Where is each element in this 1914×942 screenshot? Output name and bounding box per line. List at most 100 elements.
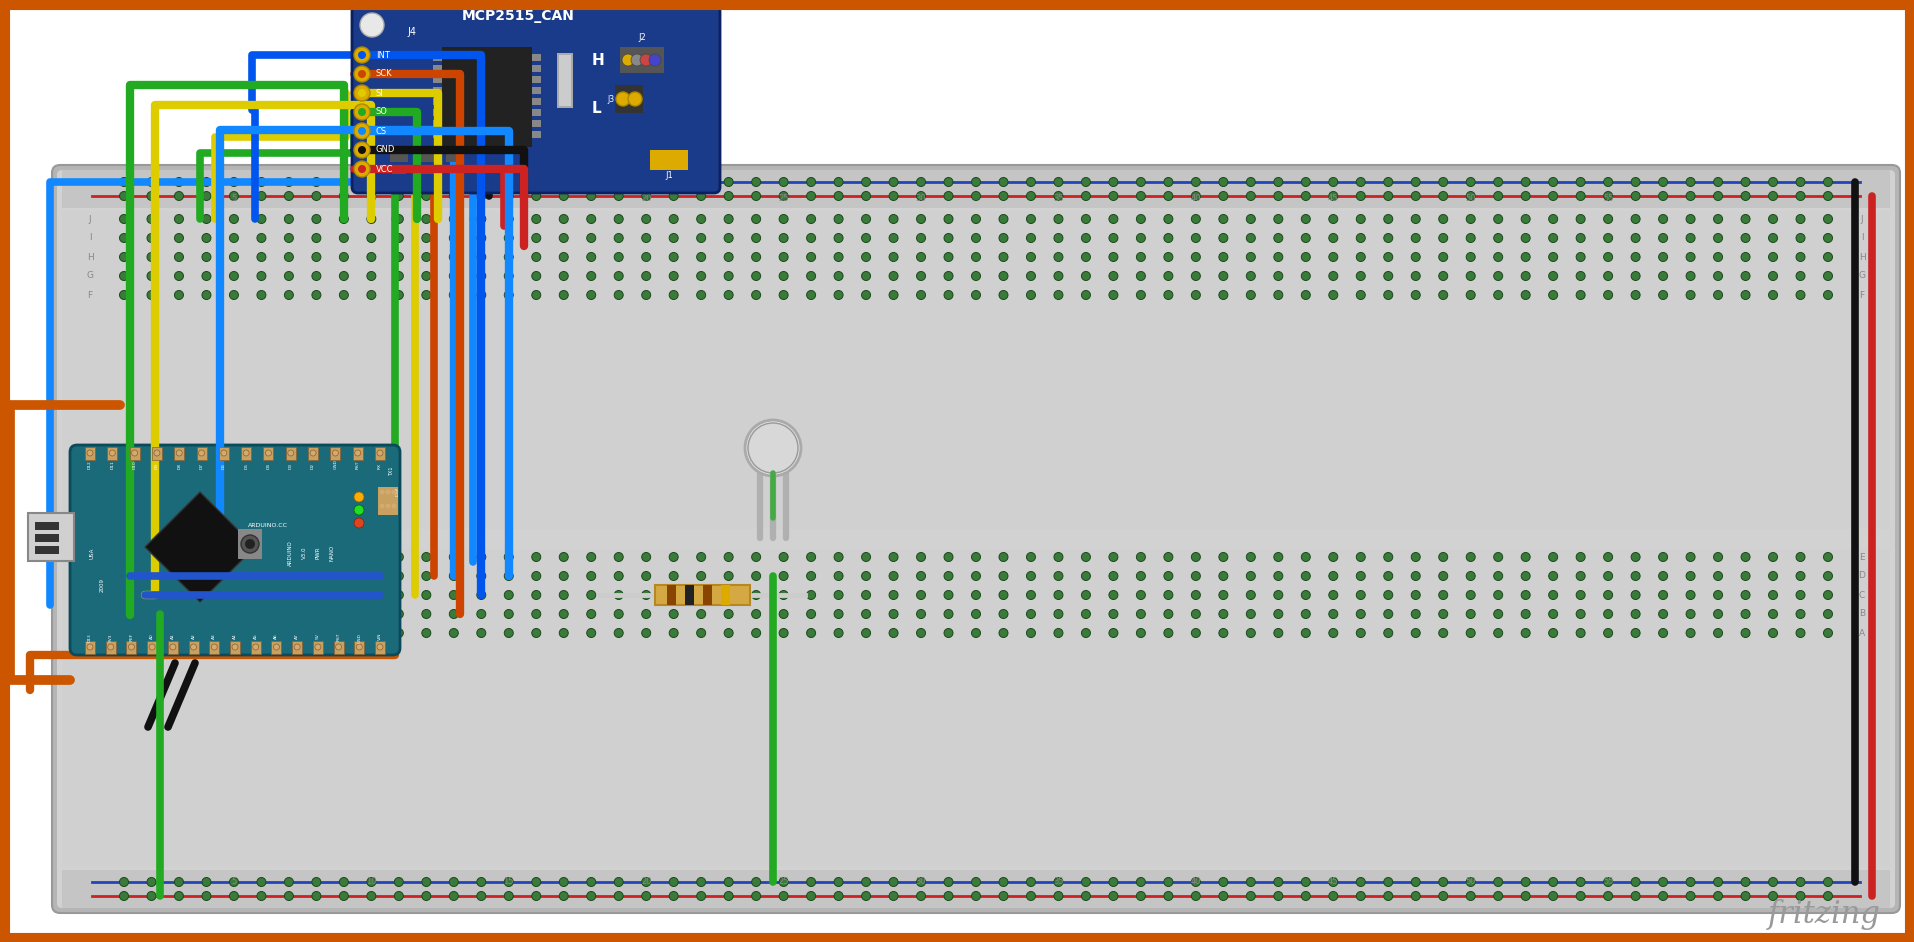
Circle shape xyxy=(752,572,760,580)
Circle shape xyxy=(588,628,595,638)
Circle shape xyxy=(723,215,733,223)
Circle shape xyxy=(1795,177,1805,187)
Circle shape xyxy=(450,177,457,187)
Circle shape xyxy=(1108,878,1118,886)
Circle shape xyxy=(1246,215,1256,223)
Circle shape xyxy=(312,215,322,223)
Circle shape xyxy=(379,504,385,509)
Circle shape xyxy=(203,290,211,300)
Circle shape xyxy=(1713,609,1723,619)
Circle shape xyxy=(1357,591,1365,599)
Circle shape xyxy=(450,271,457,281)
Circle shape xyxy=(1824,572,1832,580)
Circle shape xyxy=(1522,572,1529,580)
Text: A6: A6 xyxy=(274,633,278,639)
Circle shape xyxy=(1357,628,1365,638)
Circle shape xyxy=(1466,252,1476,262)
Circle shape xyxy=(312,177,322,187)
Circle shape xyxy=(1439,271,1447,281)
Circle shape xyxy=(310,450,316,456)
Circle shape xyxy=(230,572,239,580)
Circle shape xyxy=(1026,177,1035,187)
Circle shape xyxy=(1328,628,1338,638)
Circle shape xyxy=(1275,252,1282,262)
Circle shape xyxy=(147,572,155,580)
Circle shape xyxy=(1575,290,1585,300)
Circle shape xyxy=(1769,628,1778,638)
Circle shape xyxy=(723,290,733,300)
Circle shape xyxy=(752,215,760,223)
Circle shape xyxy=(1302,234,1311,242)
Circle shape xyxy=(1439,628,1447,638)
Circle shape xyxy=(806,591,815,599)
Circle shape xyxy=(367,191,375,201)
Circle shape xyxy=(888,609,898,619)
Circle shape xyxy=(354,492,364,502)
Circle shape xyxy=(670,215,678,223)
Text: A5: A5 xyxy=(255,633,258,639)
Circle shape xyxy=(230,628,239,638)
Circle shape xyxy=(1522,215,1529,223)
Circle shape xyxy=(1769,271,1778,281)
Circle shape xyxy=(1686,553,1696,561)
Circle shape xyxy=(1824,215,1832,223)
Circle shape xyxy=(917,591,926,599)
Circle shape xyxy=(230,215,239,223)
Circle shape xyxy=(532,891,542,901)
Circle shape xyxy=(1328,878,1338,886)
Circle shape xyxy=(354,161,369,177)
Text: 30: 30 xyxy=(915,194,926,203)
Circle shape xyxy=(339,878,348,886)
Circle shape xyxy=(285,177,293,187)
Circle shape xyxy=(806,252,815,262)
Text: 40: 40 xyxy=(1191,877,1202,886)
Circle shape xyxy=(1439,878,1447,886)
Circle shape xyxy=(614,628,624,638)
Circle shape xyxy=(1219,234,1229,242)
Circle shape xyxy=(697,191,706,201)
Circle shape xyxy=(1659,290,1667,300)
Circle shape xyxy=(1493,252,1502,262)
Circle shape xyxy=(1219,177,1229,187)
Text: 40: 40 xyxy=(1191,194,1202,203)
Circle shape xyxy=(1493,878,1502,886)
Circle shape xyxy=(1466,609,1476,619)
Circle shape xyxy=(1357,252,1365,262)
Bar xyxy=(433,120,442,127)
Circle shape xyxy=(477,290,486,300)
Text: CS: CS xyxy=(375,126,387,136)
Circle shape xyxy=(972,891,980,901)
Circle shape xyxy=(1742,553,1749,561)
FancyBboxPatch shape xyxy=(57,170,1895,908)
Circle shape xyxy=(421,234,431,242)
Circle shape xyxy=(477,572,486,580)
Circle shape xyxy=(1522,591,1529,599)
Circle shape xyxy=(1824,177,1832,187)
Circle shape xyxy=(697,572,706,580)
Circle shape xyxy=(1742,891,1749,901)
Text: ICSP: ICSP xyxy=(396,487,400,496)
Circle shape xyxy=(641,191,651,201)
Circle shape xyxy=(670,891,678,901)
Circle shape xyxy=(641,553,651,561)
Circle shape xyxy=(1742,878,1749,886)
Circle shape xyxy=(806,191,815,201)
Bar xyxy=(433,87,442,94)
Circle shape xyxy=(266,450,272,456)
Circle shape xyxy=(1493,891,1502,901)
Circle shape xyxy=(752,891,760,901)
Circle shape xyxy=(1824,252,1832,262)
Circle shape xyxy=(1246,628,1256,638)
Bar xyxy=(197,447,207,460)
Circle shape xyxy=(312,878,322,886)
Circle shape xyxy=(1081,234,1091,242)
Circle shape xyxy=(203,891,211,901)
Circle shape xyxy=(1137,591,1145,599)
Circle shape xyxy=(147,215,155,223)
Circle shape xyxy=(503,572,513,580)
Circle shape xyxy=(367,591,375,599)
Circle shape xyxy=(450,553,457,561)
Circle shape xyxy=(1604,609,1614,619)
Circle shape xyxy=(354,123,369,139)
Circle shape xyxy=(1548,252,1558,262)
